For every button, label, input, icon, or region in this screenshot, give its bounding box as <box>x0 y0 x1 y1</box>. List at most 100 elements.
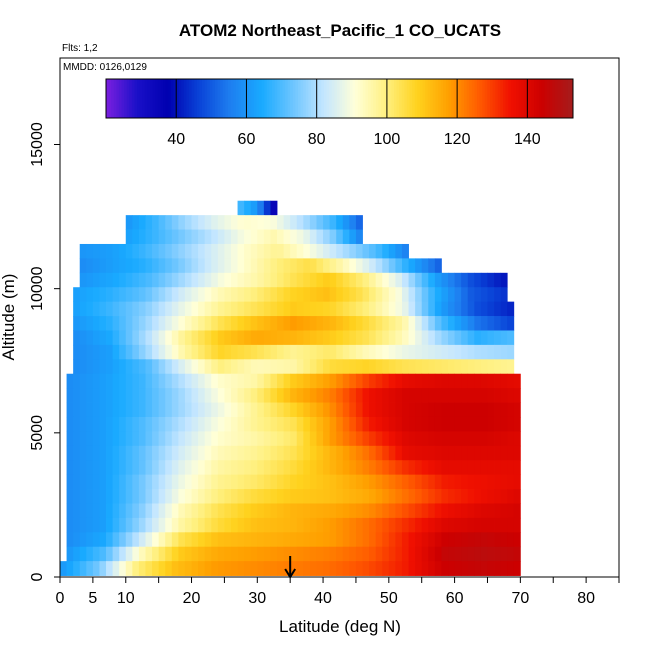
heatmap-cell <box>401 373 409 389</box>
colorbar-segment <box>155 79 159 118</box>
heatmap-cell <box>79 287 87 303</box>
heatmap-cell <box>106 316 114 331</box>
heatmap-cell <box>86 373 94 389</box>
heatmap-cell <box>224 330 232 346</box>
heatmap-cell <box>434 301 442 317</box>
x-tick-label: 70 <box>511 590 529 607</box>
heatmap-cell <box>270 359 278 375</box>
heatmap-cell <box>119 517 127 533</box>
heatmap-cell <box>217 330 225 346</box>
heatmap-row <box>79 258 442 274</box>
heatmap-cell <box>184 344 192 360</box>
heatmap-cell <box>145 359 153 375</box>
heatmap-cell <box>119 445 127 461</box>
heatmap-cell <box>198 301 206 317</box>
heatmap-cell <box>441 272 449 288</box>
heatmap-cell <box>480 561 488 576</box>
heatmap-cell <box>250 258 258 274</box>
heatmap-cell <box>86 388 94 403</box>
heatmap-cell <box>198 316 206 331</box>
colorbar-segment <box>279 79 283 118</box>
heatmap-cell <box>369 243 377 259</box>
heatmap-cell <box>342 503 350 519</box>
heatmap-cell <box>408 359 416 375</box>
heatmap-cell <box>362 330 370 346</box>
heatmap-cell <box>401 561 409 576</box>
colorbar-segment <box>121 79 125 118</box>
heatmap-cell <box>382 532 390 548</box>
heatmap-cell <box>204 344 212 360</box>
heatmap-cell <box>165 546 173 562</box>
heatmap-cell <box>421 359 429 375</box>
heatmap-cell <box>138 388 146 403</box>
heatmap-cell <box>421 460 429 476</box>
heatmap-cell <box>250 373 258 389</box>
heatmap-cell <box>296 330 304 346</box>
colorbar-segment <box>313 79 317 118</box>
heatmap-cell <box>375 445 383 461</box>
heatmap-cell <box>257 503 265 519</box>
heatmap-cell <box>290 287 298 303</box>
heatmap-cell <box>178 517 186 533</box>
heatmap-cell <box>461 402 469 418</box>
heatmap-cell <box>99 503 107 519</box>
heatmap-cell <box>224 489 232 504</box>
heatmap-cell <box>92 517 100 533</box>
heatmap-cell <box>336 272 344 288</box>
colorbar-segment <box>427 79 431 118</box>
heatmap-cell <box>454 546 462 562</box>
heatmap-cell <box>191 373 199 389</box>
colorbar-segment <box>432 79 436 118</box>
heatmap-cell <box>244 330 252 346</box>
colorbar-segment <box>456 79 460 118</box>
heatmap-cell <box>408 330 416 346</box>
heatmap-cell <box>138 316 146 331</box>
heatmap-cell <box>244 287 252 303</box>
heatmap-cell <box>408 301 416 317</box>
heatmap-cell <box>86 546 94 562</box>
colorbar-segment <box>495 79 499 118</box>
heatmap-cell <box>250 561 258 576</box>
heatmap-cell <box>250 445 258 461</box>
colorbar-segment <box>201 79 206 118</box>
heatmap-cell <box>388 359 396 375</box>
heatmap-cell <box>79 330 87 346</box>
heatmap-cell <box>263 532 271 548</box>
heatmap-cell <box>263 445 271 461</box>
heatmap-cell <box>132 431 140 447</box>
colorbar-segment <box>300 79 304 118</box>
heatmap-cell <box>224 344 232 360</box>
heatmap-cell <box>270 416 278 432</box>
heatmap-cell <box>434 517 442 533</box>
heatmap-cell <box>369 445 377 461</box>
heatmap-cell <box>290 546 298 562</box>
heatmap-cell <box>119 402 127 418</box>
heatmap-cell <box>86 460 94 476</box>
heatmap-cell <box>217 287 225 303</box>
heatmap-cell <box>244 359 252 375</box>
heatmap-cell <box>99 445 107 461</box>
heatmap-cell <box>375 460 383 476</box>
heatmap-cell <box>270 301 278 317</box>
heatmap-cell <box>428 489 436 504</box>
heatmap-cell <box>408 489 416 504</box>
heatmap-cell <box>290 474 298 490</box>
heatmap-cell <box>99 301 107 317</box>
heatmap-cell <box>323 272 331 288</box>
heatmap-cell <box>158 402 166 418</box>
heatmap-cell <box>355 272 363 288</box>
heatmap-cell <box>106 416 114 432</box>
heatmap-cell <box>158 287 166 303</box>
colorbar-segment <box>515 79 520 118</box>
colorbar-segment <box>404 79 408 118</box>
heatmap-cell <box>211 229 219 245</box>
heatmap-cell <box>178 258 186 274</box>
heatmap-cell <box>283 517 291 533</box>
heatmap-cell <box>421 517 429 533</box>
heatmap-cell <box>323 373 331 389</box>
heatmap-cell <box>296 532 304 548</box>
heatmap-cell <box>283 301 291 317</box>
heatmap-cell <box>421 416 429 432</box>
heatmap-cell <box>303 460 311 476</box>
heatmap-cell <box>474 344 482 360</box>
